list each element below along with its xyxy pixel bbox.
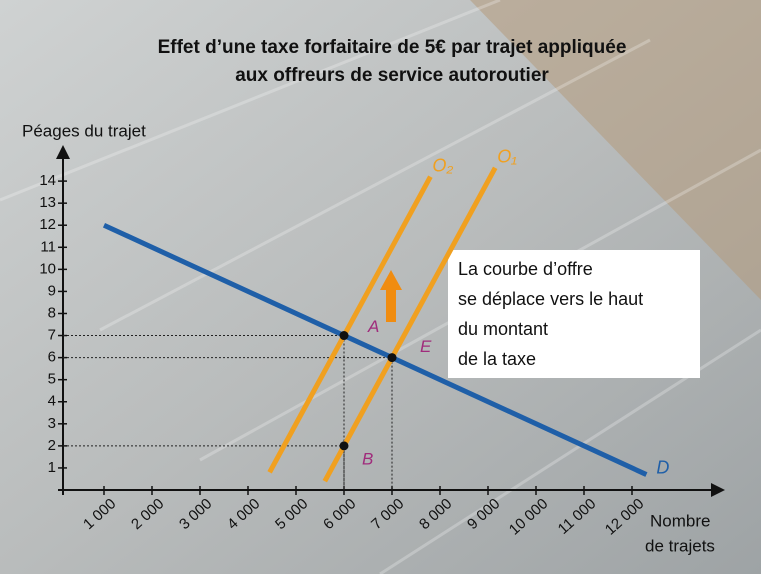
chart-title: aux offreurs de service autoroutier <box>235 65 549 86</box>
y-tick-label: 6 <box>48 349 56 366</box>
y-tick-label: 5 <box>48 371 56 388</box>
y-tick-label: 2 <box>48 437 56 454</box>
y-tick-label: 12 <box>39 216 56 233</box>
annotation: La courbe d’offre <box>458 259 593 279</box>
y-tick-label: 11 <box>40 238 56 255</box>
page: {"chart_data": { "type": "line", "title"… <box>0 0 761 574</box>
series-label: O₂ <box>432 155 453 175</box>
point <box>340 331 349 340</box>
point-label: E <box>420 337 432 356</box>
y-axis-label: Péages du trajet <box>22 121 146 140</box>
y-tick-label: 1 <box>48 459 56 476</box>
point-label: A <box>367 317 379 336</box>
y-tick-label: 10 <box>39 260 56 277</box>
series-label: O₁ <box>497 147 517 167</box>
chart: Effet d’une taxe forfaitaire de 5€ par t… <box>0 0 761 574</box>
x-axis-label: de trajets <box>645 536 715 555</box>
y-tick-label: 8 <box>48 304 56 321</box>
y-tick-label: 3 <box>48 415 56 432</box>
y-tick-label: 7 <box>48 327 56 344</box>
chart-title: Effet d’une taxe forfaitaire de 5€ par t… <box>158 37 627 58</box>
y-tick-label: 13 <box>39 194 56 211</box>
point-label: B <box>362 449 373 468</box>
y-tick-label: 4 <box>48 393 56 410</box>
annotation: se déplace vers le haut <box>458 289 643 309</box>
x-axis-label: Nombre <box>650 511 710 530</box>
y-tick-label: 14 <box>39 172 56 189</box>
series-label: D <box>656 457 669 477</box>
point <box>388 353 397 362</box>
point <box>340 441 349 450</box>
annotation: du montant <box>458 319 548 339</box>
annotation: de la taxe <box>458 349 536 369</box>
y-tick-label: 9 <box>48 282 56 299</box>
